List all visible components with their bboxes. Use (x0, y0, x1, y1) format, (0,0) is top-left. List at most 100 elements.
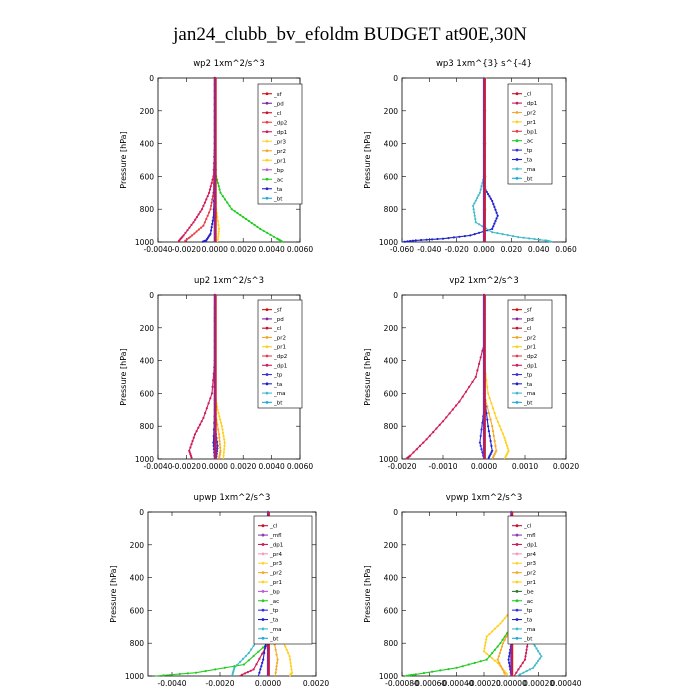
series-point-pr1 (488, 632, 491, 636)
series-point-dp2 (208, 211, 211, 214)
series-point-pr2 (274, 671, 277, 674)
series-point-dp1 (525, 651, 528, 655)
series-point-ac (447, 668, 450, 671)
series-point-ma (496, 232, 499, 235)
legend-label-ma: _ma (523, 391, 535, 397)
series-point-dp1 (478, 362, 481, 365)
legend-marker-pd (515, 317, 519, 321)
series-point-ta (487, 456, 490, 459)
series-point-dp1 (211, 178, 214, 181)
series-point-pr1 (493, 659, 496, 662)
y-axis-label: Pressure [hPa] (363, 565, 372, 622)
y-tick-label: 0 (139, 508, 144, 517)
y-tick-label: 600 (384, 606, 399, 615)
series-point-pr2 (498, 661, 501, 665)
series-point-ac (230, 208, 233, 211)
legend-label-dp2: _bp1 (523, 129, 537, 135)
series-point-dp1 (243, 672, 247, 675)
legend-label-dp1: _dp1 (269, 542, 283, 548)
series-point-ta (488, 434, 491, 438)
series-point-ma (479, 188, 482, 191)
legend-box (507, 515, 567, 645)
series-point-pr1 (488, 397, 491, 400)
series-point-tp (216, 444, 219, 447)
series-point-pr1 (222, 451, 225, 454)
series-point-dp1 (186, 229, 189, 232)
series-point-dp1 (451, 408, 454, 411)
legend-label-ta: _ta (523, 618, 532, 624)
legend-marker-tp (515, 608, 519, 612)
series-point-ma (491, 231, 494, 234)
legend-label-tp: _tp (523, 608, 533, 614)
series-point-pr2 (486, 405, 489, 408)
series-point-dp1 (418, 444, 422, 447)
legend-label-pr3: _pr3 (273, 139, 287, 145)
legend-marker-cl (265, 111, 269, 115)
series-point-pr1 (289, 674, 292, 677)
series-point-pr2 (501, 668, 504, 671)
series-point-ma (473, 211, 476, 214)
x-tick-label: 0.0020 (230, 245, 256, 254)
legend-label-ta: _ta (273, 187, 282, 193)
series-point-pr2 (275, 653, 278, 656)
series-point-dp2 (200, 226, 203, 229)
series-point-ma (473, 214, 476, 217)
legend-marker-dp1 (515, 363, 519, 367)
series-point-pr1 (221, 431, 225, 434)
series-point-ma (474, 221, 477, 224)
x-tick-label: 0.040 (528, 245, 550, 254)
legend-label-pr2: _pr2 (523, 335, 536, 341)
series-point-pr2 (502, 642, 505, 645)
legend-label-pr2: _pr2 (269, 571, 282, 577)
legend-box (507, 83, 553, 185)
legend-label-ta: _ta (523, 158, 532, 164)
legend-marker-sf (265, 92, 269, 96)
series-point-dp1 (246, 671, 249, 674)
series-point-ma (472, 208, 475, 211)
series-point-pr2 (493, 453, 496, 456)
series-point-ac (228, 204, 231, 207)
series-point-pr1 (505, 453, 509, 456)
series-point-dp1 (524, 655, 527, 658)
series-point-pr1 (217, 412, 220, 415)
series-point-pr1 (216, 408, 219, 411)
series-point-pr2 (494, 444, 497, 447)
series-point-ma (231, 671, 235, 674)
series-point-ma (537, 650, 540, 653)
series-point-dp1 (207, 402, 210, 405)
series-point-pr1 (218, 227, 221, 230)
series-point-pr2 (499, 648, 502, 651)
series-point-dp1 (190, 443, 193, 446)
series-point-dp1 (177, 239, 181, 242)
series-point-ma (250, 648, 253, 651)
series-point-pr1 (493, 412, 496, 415)
series-point-ta (403, 240, 406, 243)
series-point-pr1 (217, 235, 220, 238)
series-point-dp1 (422, 441, 425, 444)
series-point-dp1 (445, 416, 448, 419)
series-point-ac (422, 671, 425, 675)
legend-label-mfl: _mfl (523, 533, 536, 539)
series-point-pr1 (505, 614, 509, 617)
legend-marker-bp (261, 589, 265, 593)
series-point-pr1 (217, 233, 220, 236)
y-tick-label: 800 (384, 639, 399, 648)
series-point-pr1 (505, 441, 508, 444)
series-point-ta (469, 234, 472, 237)
legend-label-pr1: _pr1 (269, 580, 282, 586)
series-point-dp1 (198, 423, 202, 426)
series-point-ac (223, 198, 227, 201)
chart-panel-4: upwp 1xm^2/s^3 Pressure [hPa] 0 200 400 600 80… (109, 493, 329, 688)
series-point-ma (247, 651, 250, 655)
series-point-ma (528, 668, 532, 671)
series-point-dp1 (200, 208, 204, 211)
series-point-dp1 (468, 385, 471, 388)
x-tick-label: -0.040 (417, 245, 441, 254)
chart-panel-5: vpwp 1xm^2/s^3 Pressure [hPa] 0 200 400 600 80… (363, 493, 582, 688)
series-point-dp2 (195, 230, 198, 233)
series-point-ac (186, 672, 189, 675)
series-point-dp2 (187, 237, 190, 240)
series-point-ac (405, 674, 408, 677)
series-point-ac (485, 658, 488, 661)
series-point-ma (478, 223, 481, 226)
